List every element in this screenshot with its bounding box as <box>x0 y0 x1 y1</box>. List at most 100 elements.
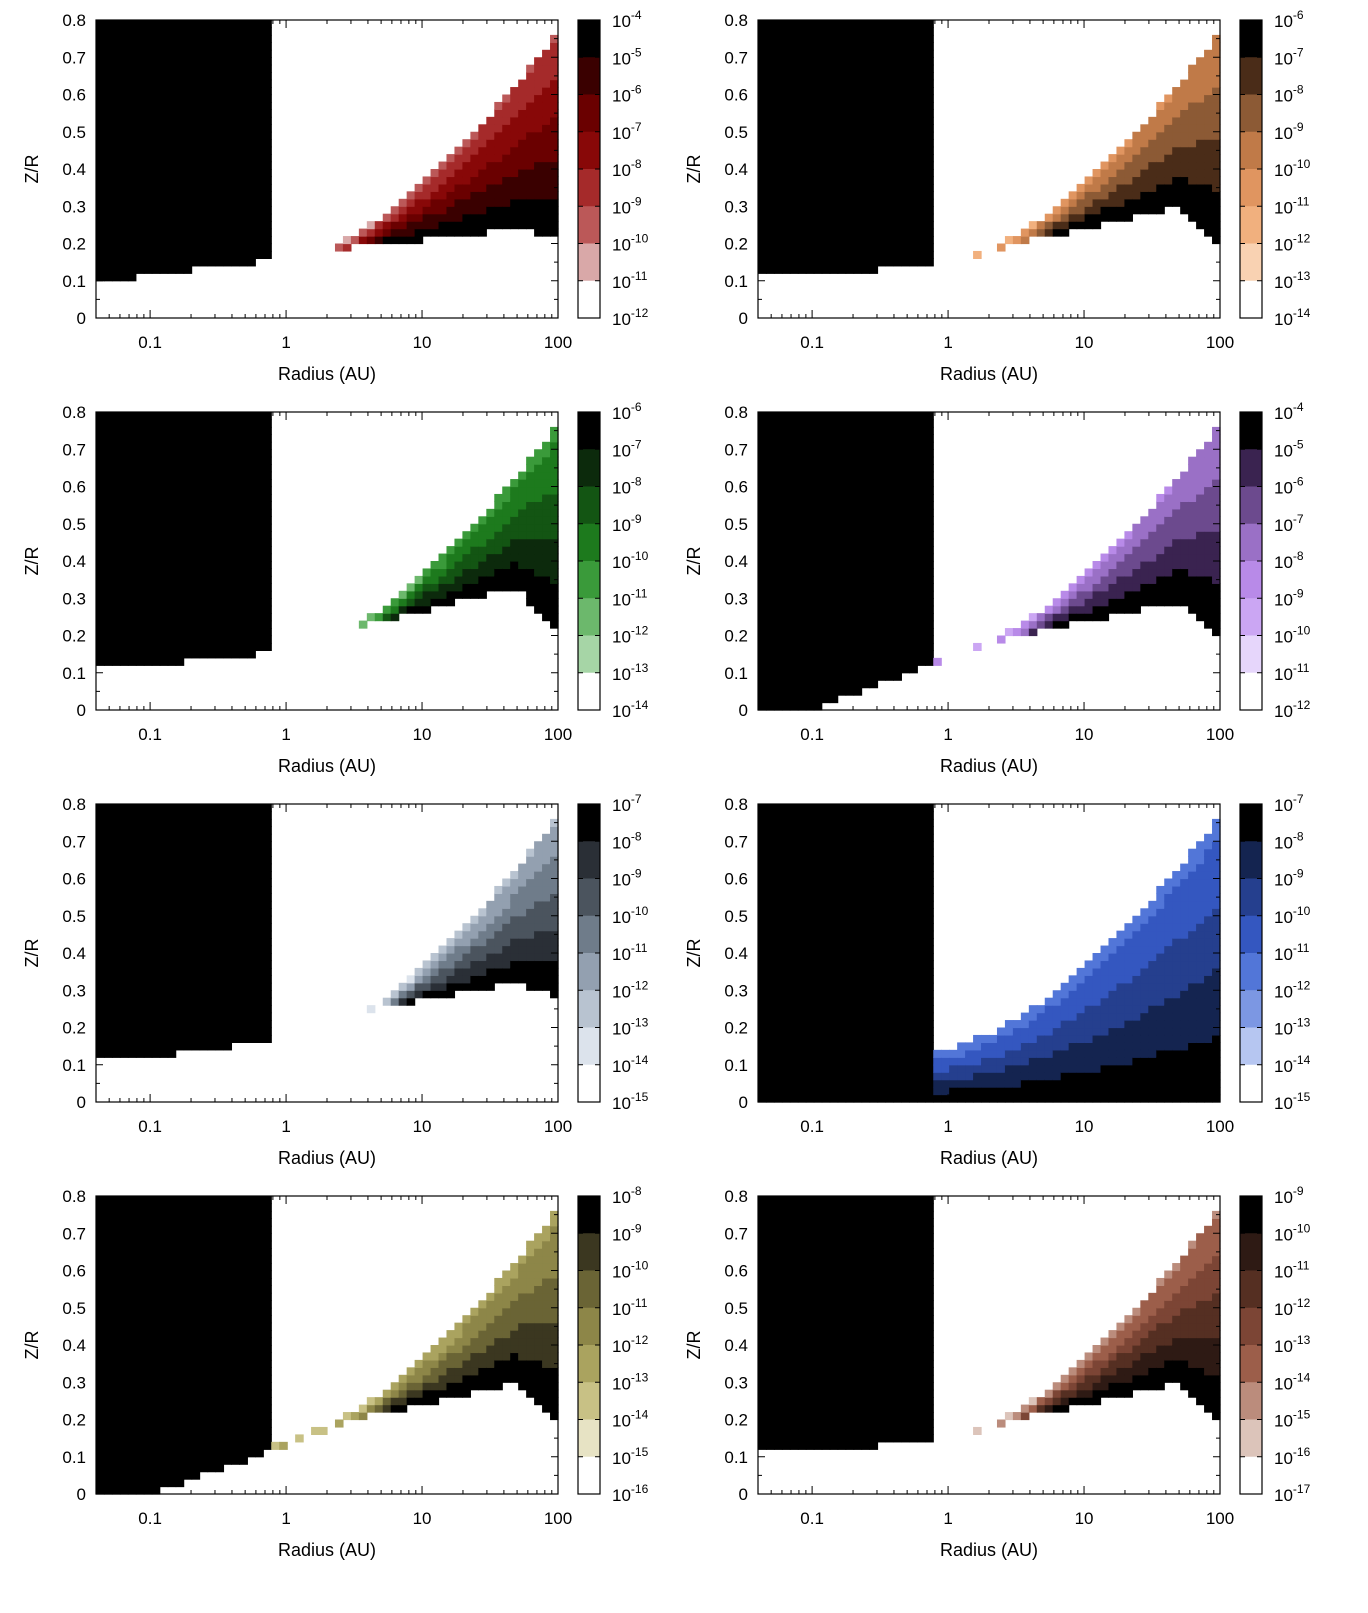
heatmap-cell <box>111 975 121 984</box>
heatmap-cell <box>526 493 535 502</box>
heatmap-cell <box>1092 176 1102 185</box>
heatmap-cell <box>111 508 121 517</box>
heatmap-cell <box>263 419 272 428</box>
heatmap-cell <box>885 508 895 517</box>
heatmap-cell <box>758 628 767 637</box>
heatmap-cell <box>127 635 137 644</box>
heatmap-cell <box>183 419 193 428</box>
heatmap-cell <box>789 191 799 200</box>
heatmap-cell <box>255 161 264 170</box>
heatmap-cell <box>119 221 129 230</box>
heatmap-cell <box>470 191 479 200</box>
heatmap-cell <box>1132 191 1141 200</box>
heatmap-cell <box>1148 116 1157 125</box>
heatmap-cell <box>175 213 185 222</box>
heatmap-cell <box>901 538 910 547</box>
heatmap-cell <box>821 613 831 622</box>
heatmap-cell <box>805 79 815 88</box>
heatmap-cell <box>119 642 129 651</box>
heatmap-cell <box>454 221 464 230</box>
heatmap-cell <box>135 109 145 118</box>
heatmap-cell <box>861 243 871 252</box>
heatmap-cell <box>534 213 543 222</box>
heatmap-cell <box>191 49 201 58</box>
heatmap-cell <box>103 101 113 110</box>
heatmap-cell <box>111 590 121 599</box>
heatmap-cell <box>1084 575 1094 584</box>
heatmap-cell <box>470 146 479 155</box>
colorbar-base: 10 <box>1274 702 1293 721</box>
heatmap-cell <box>901 568 910 577</box>
heatmap-cell <box>159 49 169 58</box>
heatmap-cell <box>550 508 559 517</box>
heatmap-cell <box>869 516 879 525</box>
heatmap-cell <box>111 213 121 222</box>
heatmap-cell <box>861 620 871 629</box>
heatmap-cell <box>813 243 823 252</box>
heatmap-cell <box>909 464 918 473</box>
heatmap-cell <box>223 161 233 170</box>
heatmap-cell <box>542 538 551 547</box>
colorbar-tick-label: 10-14 <box>1274 306 1311 329</box>
heatmap-cell <box>542 101 551 110</box>
heatmap-cell <box>853 508 863 517</box>
heatmap-cell <box>510 169 519 178</box>
heatmap-cell <box>781 687 791 696</box>
heatmap-cell <box>1044 221 1054 230</box>
heatmap-cell <box>1148 161 1157 170</box>
heatmap-cell <box>96 183 105 192</box>
heatmap-cell <box>247 635 256 644</box>
heatmap-cell <box>797 538 807 547</box>
heatmap-cell <box>263 471 272 480</box>
heatmap-cell <box>1204 553 1213 562</box>
heatmap-cell <box>247 538 256 547</box>
heatmap-cell <box>1132 198 1141 207</box>
heatmap-cell <box>901 101 910 110</box>
heatmap-cell <box>853 657 863 666</box>
heatmap-cell <box>103 568 113 577</box>
heatmap-cell <box>1172 87 1181 96</box>
heatmap-cell <box>143 501 153 510</box>
heatmap-cell <box>925 49 934 58</box>
heatmap-cell <box>789 94 799 103</box>
heatmap-cell <box>502 538 511 547</box>
heatmap-cell <box>247 486 256 495</box>
heatmap-cell <box>406 198 416 207</box>
heatmap-cell <box>96 79 105 88</box>
heatmap-cell <box>534 471 543 480</box>
heatmap-cell <box>111 109 121 118</box>
heatmap-cell <box>191 426 201 435</box>
heatmap-cell <box>1132 605 1141 614</box>
heatmap-cell <box>805 479 815 488</box>
heatmap-cell <box>805 116 815 125</box>
colorbar-segment <box>578 635 600 674</box>
heatmap-cell <box>518 116 527 125</box>
heatmap-cell <box>135 228 145 237</box>
colorbar-segment <box>1240 561 1262 599</box>
heatmap-cell <box>813 493 823 502</box>
heatmap-cell <box>1132 598 1141 607</box>
heatmap-cell <box>199 49 209 58</box>
heatmap-cell <box>143 531 153 540</box>
heatmap-cell <box>255 613 264 622</box>
heatmap-cell <box>853 221 863 230</box>
heatmap-cell <box>1100 575 1110 584</box>
heatmap-cell <box>486 553 495 562</box>
heatmap-cell <box>917 79 926 88</box>
heatmap-cell <box>175 139 185 148</box>
heatmap-cell <box>542 583 551 592</box>
heatmap-cell <box>263 42 272 51</box>
y-tick-label: 0.1 <box>62 272 86 291</box>
heatmap-cell <box>909 583 918 592</box>
heatmap-cell <box>103 72 113 81</box>
heatmap-cell <box>805 620 815 629</box>
heatmap-cell <box>151 501 161 510</box>
heatmap-cell <box>837 72 847 81</box>
heatmap-cell <box>877 228 887 237</box>
heatmap-cell <box>510 94 519 103</box>
heatmap-cell <box>781 620 791 629</box>
heatmap-cell <box>239 561 248 570</box>
heatmap-cell <box>821 20 831 29</box>
heatmap-cell <box>893 598 902 607</box>
heatmap-cell <box>1116 561 1126 570</box>
